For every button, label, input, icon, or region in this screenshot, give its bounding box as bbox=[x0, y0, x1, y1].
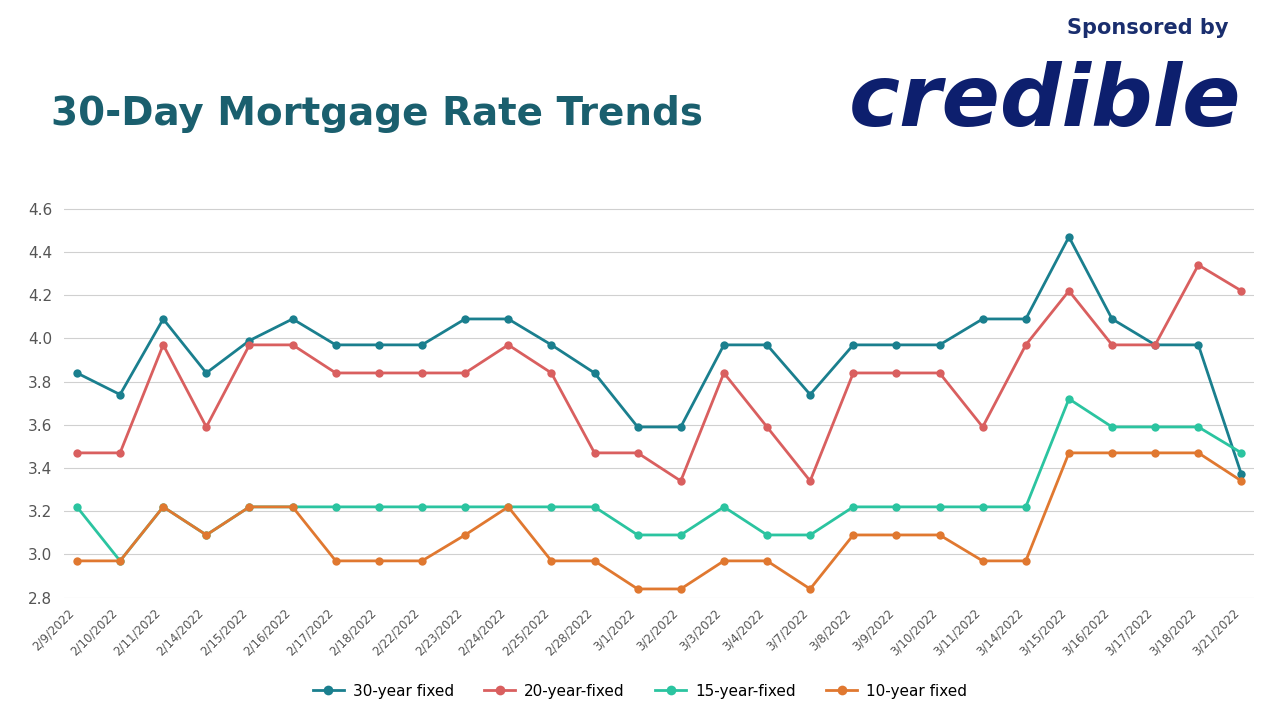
Text: 30-Day Mortgage Rate Trends: 30-Day Mortgage Rate Trends bbox=[51, 95, 703, 133]
Legend: 30-year fixed, 20-year-fixed, 15-year-fixed, 10-year fixed: 30-year fixed, 20-year-fixed, 15-year-fi… bbox=[307, 678, 973, 705]
Text: credible: credible bbox=[849, 61, 1242, 144]
Text: Sponsored by: Sponsored by bbox=[1068, 18, 1229, 38]
